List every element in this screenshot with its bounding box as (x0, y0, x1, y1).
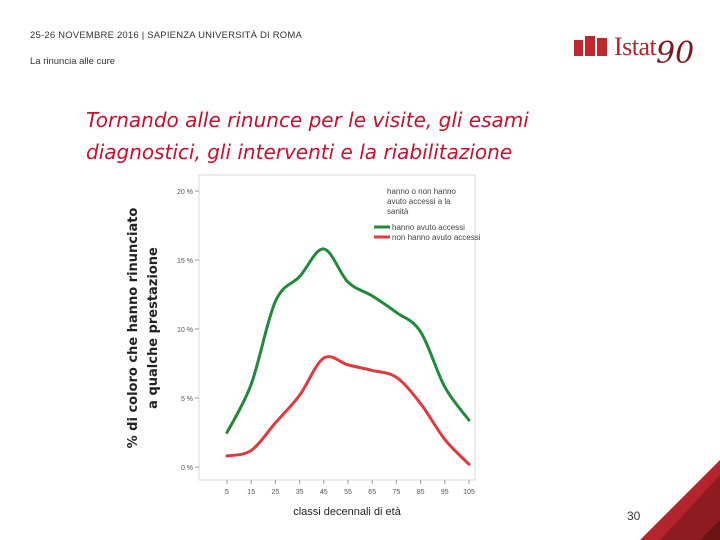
y-tick-label: 0 % (181, 465, 193, 472)
event-header: 25-26 NOVEMBRE 2016 | SAPIENZA UNIVERSIT… (30, 30, 303, 41)
y-axis: 0 % 5 % 10 % 15 % 20 % (177, 189, 199, 472)
y-tick-label: 15 % (177, 258, 193, 265)
y-axis-label-line1: % di coloro che hanno rinunciato (126, 208, 141, 449)
legend-entry-green: hanno avuto accessi (392, 223, 465, 232)
istat-logo-word: Istat (614, 32, 657, 61)
x-tick-label: 85 (417, 489, 425, 496)
y-tick-label: 20 % (177, 189, 193, 196)
y-tick-label: 5 % (181, 396, 193, 403)
legend-entry-red: non hanno avuto accessi (392, 233, 481, 242)
slide-title: Tornando alle rinunce per le visite, gli… (86, 108, 529, 164)
series-line-accessed (225, 247, 471, 434)
anniversary-mark: 90 (656, 36, 695, 71)
x-tick-label: 65 (368, 489, 376, 496)
section-header: La rinuncia alle cure (30, 56, 116, 67)
legend: hanno o non hanno avuto accessi a la san… (374, 187, 481, 242)
line-chart: 0 % 5 % 10 % 15 % 20 % 5 15 25 35 45 55 65 75 85 95 10… (126, 174, 481, 518)
x-tick-label: 25 (272, 489, 280, 496)
series-line-not-accessed (225, 355, 471, 466)
x-tick-label: 95 (441, 489, 449, 496)
x-tick-label: 55 (344, 489, 352, 496)
x-axis-label: classi decennali di età (293, 506, 402, 518)
series-lines (225, 247, 471, 466)
x-tick-label: 75 (393, 489, 401, 496)
page-number: 30 (627, 509, 641, 523)
plot-area (198, 174, 476, 481)
x-tick-label: 35 (296, 489, 304, 496)
y-tick-label: 10 % (177, 327, 193, 334)
x-tick-label: 5 (225, 489, 229, 496)
y-axis-label-line2: a qualche prestazione (146, 247, 161, 409)
x-tick-label: 105 (463, 489, 475, 496)
footer-decoration (640, 460, 720, 540)
legend-title: hanno o non hanno avuto accessi a la san… (387, 187, 458, 216)
x-tick-label: 15 (247, 489, 255, 496)
x-axis: 5 15 25 35 45 55 65 75 85 95 105 (225, 480, 475, 496)
x-tick-label: 45 (320, 489, 328, 496)
istat-logo-mark-icon (574, 36, 607, 56)
istat-logo: Istat 90 (572, 30, 695, 72)
